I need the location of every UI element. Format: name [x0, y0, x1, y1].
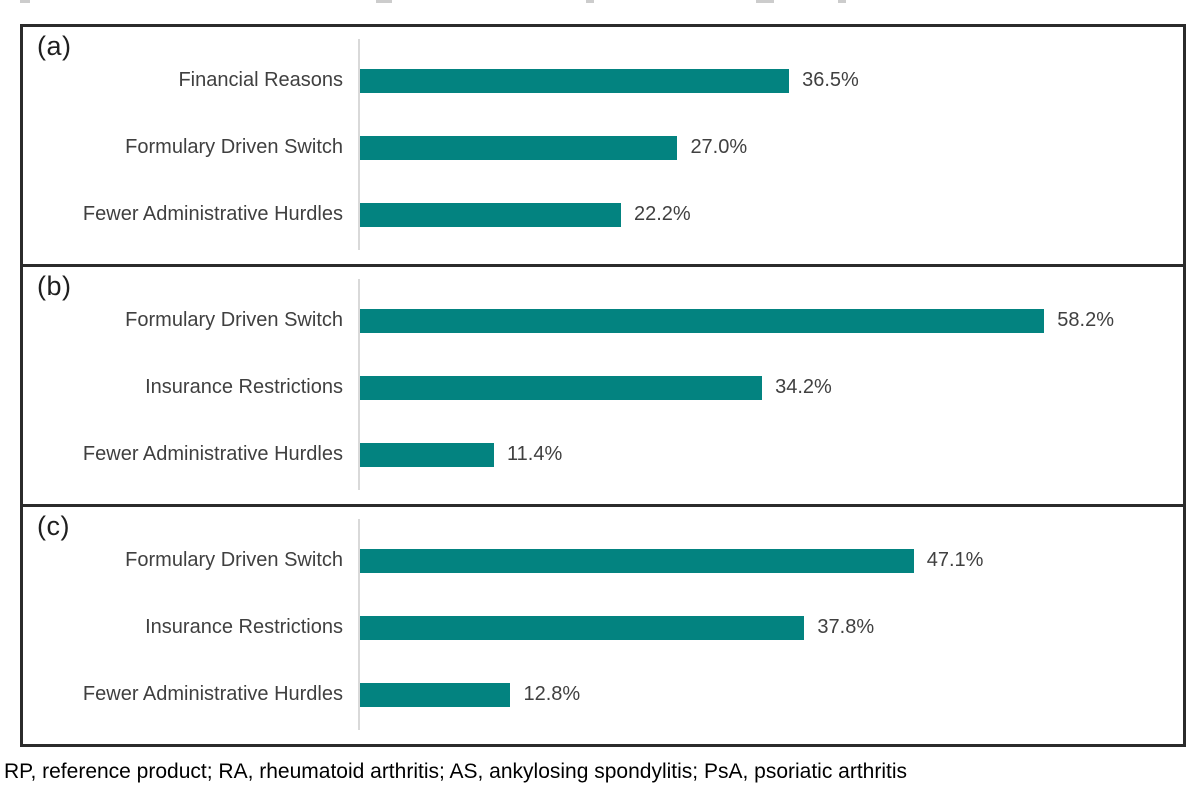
y-axis-line	[358, 279, 360, 490]
category-label: Fewer Administrative Hurdles	[82, 203, 343, 225]
plot-area: 27.0%	[360, 114, 1183, 181]
bar	[360, 68, 790, 93]
panel-b: (b) Formulary Driven Switch 58.2% Insurance…	[20, 264, 1186, 507]
bar	[360, 548, 914, 573]
value-label: 36.5%	[802, 69, 859, 91]
cropped-text-fragment	[838, 0, 846, 3]
category-label: Fewer Administrative Hurdles	[82, 683, 343, 705]
bar-row: Financial Reasons 36.5%	[23, 47, 1183, 114]
bar-rows: Financial Reasons 36.5% Formulary Driven S…	[23, 47, 1183, 248]
cropped-text-fragment	[586, 0, 594, 3]
category-label: Fewer Administrative Hurdles	[82, 443, 343, 465]
category-label: Formulary Driven Switch	[125, 136, 343, 158]
panel-letter: (b)	[37, 271, 72, 301]
panel-a: (a) Financial Reasons 36.5% Formulary Drive…	[20, 24, 1186, 267]
value-label: 58.2%	[1057, 309, 1114, 331]
bar-row: Fewer Administrative Hurdles 11.4%	[23, 421, 1183, 488]
value-label: 27.0%	[690, 136, 748, 158]
panel-letter: (c)	[37, 511, 70, 541]
value-label: 47.1%	[926, 549, 984, 571]
plot-area: 11.4%	[360, 421, 1183, 488]
plot-area: 36.5%	[360, 47, 1183, 114]
plot-area: 37.8%	[360, 594, 1183, 661]
bar	[360, 202, 621, 227]
y-axis-line	[358, 519, 360, 730]
bar-chart-figure: (a) Financial Reasons 36.5% Formulary Drive…	[20, 24, 1186, 747]
category-label: Insurance Restrictions	[145, 616, 343, 638]
plot-area: 34.2%	[360, 354, 1183, 421]
bar	[360, 375, 763, 400]
bar-row: Formulary Driven Switch 58.2%	[23, 287, 1183, 354]
plot-area: 12.8%	[360, 661, 1183, 728]
footnote: RP, reference product; RA, rheumatoid ar…	[4, 760, 908, 783]
category-label: Insurance Restrictions	[145, 376, 343, 398]
category-label: Formulary Driven Switch	[125, 309, 343, 331]
panel-letter: (a)	[37, 31, 72, 61]
bar-row: Fewer Administrative Hurdles 22.2%	[23, 181, 1183, 248]
bar-row: Formulary Driven Switch 47.1%	[23, 527, 1183, 594]
bar-row: Insurance Restrictions 34.2%	[23, 354, 1183, 421]
bar	[360, 442, 495, 467]
bar-rows: Formulary Driven Switch 47.1% Insurance Re…	[23, 527, 1183, 728]
bar-row: Insurance Restrictions 37.8%	[23, 594, 1183, 661]
bar	[360, 682, 511, 707]
bar-row: Fewer Administrative Hurdles 12.8%	[23, 661, 1183, 728]
panel-c: (c) Formulary Driven Switch 47.1% Insurance…	[20, 504, 1186, 747]
cropped-text-fragment	[20, 0, 30, 3]
bar	[360, 308, 1045, 333]
bar-row: Formulary Driven Switch 27.0%	[23, 114, 1183, 181]
plot-area: 47.1%	[360, 527, 1183, 594]
cropped-text-fragment	[756, 0, 774, 3]
value-label: 37.8%	[817, 616, 875, 638]
bar	[360, 135, 678, 160]
value-label: 11.4%	[507, 443, 563, 465]
plot-area: 22.2%	[360, 181, 1183, 248]
bar	[360, 615, 805, 640]
plot-area: 58.2%	[360, 287, 1183, 354]
value-label: 12.8%	[523, 683, 581, 705]
bar-rows: Formulary Driven Switch 58.2% Insurance Re…	[23, 287, 1183, 488]
value-label: 22.2%	[634, 203, 691, 225]
category-label: Financial Reasons	[178, 69, 343, 91]
y-axis-line	[358, 39, 360, 250]
value-label: 34.2%	[775, 376, 832, 398]
cropped-text-fragment	[376, 0, 392, 3]
category-label: Formulary Driven Switch	[125, 549, 343, 571]
